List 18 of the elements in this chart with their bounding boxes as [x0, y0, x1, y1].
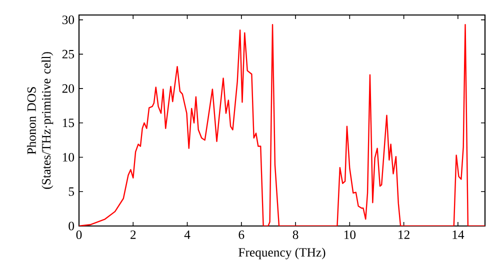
x-tick-label: 2: [130, 230, 136, 239]
x-tick-label: 6: [238, 230, 244, 239]
x-tick-label: 8: [292, 230, 298, 240]
x-tick-label: 14: [452, 230, 464, 239]
line-series: [79, 24, 485, 226]
y-tick-label: 15: [62, 118, 74, 128]
y-tick-label: 20: [62, 84, 74, 93]
y-tick-label: 25: [62, 50, 74, 58]
y-tick-label: 0: [68, 222, 74, 230]
y-tick-label: 5: [68, 187, 74, 196]
x-axis-title: Frequency (THz): [238, 248, 326, 260]
x-tick-label: 12: [398, 230, 410, 239]
y-axis-title: Phonon DOS (States/THz·primitive cell): [26, 52, 54, 189]
x-tick-label: 10: [344, 230, 356, 240]
y-tick-label: 30: [62, 16, 74, 24]
x-tick-label: 4: [184, 230, 190, 239]
x-tick-label: 0: [76, 230, 82, 240]
y-tick-label: 10: [62, 152, 74, 162]
